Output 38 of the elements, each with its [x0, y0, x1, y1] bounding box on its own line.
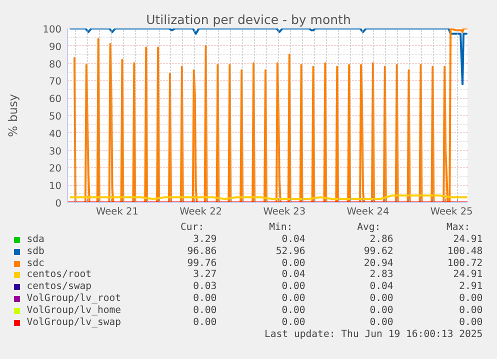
legend-label: VolGroup/lv_root — [26, 293, 122, 306]
x-tick-label: Week 25 — [430, 206, 473, 218]
legend-label: centos/swap — [26, 281, 92, 294]
text: Cur: Min: Avg: Max: — [180, 222, 470, 233]
x-tick-label: Week 22 — [180, 206, 222, 218]
chart-title: Utilization per device - by month — [146, 12, 351, 26]
y-tick-label: 90 — [49, 42, 62, 53]
y-axis-title: % busy — [6, 94, 20, 138]
legend-label: sdc — [26, 258, 44, 270]
legend-label: VolGroup/lv_home — [26, 305, 122, 317]
legend-label: centos/root — [26, 269, 92, 282]
y-tick-label: 0 — [55, 198, 62, 210]
y-tick-label: 60 — [49, 94, 62, 106]
text: Last update: Thu Jun 19 16:00:13 2025 — [264, 328, 483, 341]
y-tick-label: 80 — [49, 59, 62, 70]
line-series — [69, 28, 468, 86]
x-tick-label: Week 24 — [346, 206, 390, 218]
text: 0.00 0.00 0.00 0.00 — [193, 305, 483, 316]
text: 0.00 0.00 0.00 0.00 — [193, 293, 483, 304]
x-tick-label: Week 21 — [96, 206, 138, 218]
y-tick-label: 20 — [49, 164, 62, 175]
legend-label: sda — [26, 234, 44, 246]
x-tick-label: Week 23 — [263, 206, 306, 218]
line-series — [73, 28, 468, 202]
y-tick-label: 10 — [49, 181, 62, 192]
y-tick-label: 30 — [49, 146, 62, 158]
y-tick-label: 50 — [49, 112, 62, 122]
y-tick-label: 100 — [42, 24, 62, 36]
text: 0.03 0.00 0.04 2.91 — [193, 281, 483, 292]
legend-label: sdb — [26, 246, 44, 258]
text: 0.00 0.00 0.00 0.00 — [193, 316, 483, 328]
text: 99.76 0.00 20.94 100.72 — [187, 258, 483, 268]
text: 96.86 52.96 99.62 100.48 — [187, 246, 483, 257]
text: 3.29 0.04 2.86 24.91 — [193, 234, 483, 245]
legend-label: VolGroup/lv_swap — [26, 316, 122, 329]
text: 3.27 0.04 2.83 24.91 — [193, 269, 483, 280]
y-tick-label: 70 — [49, 76, 62, 88]
y-tick-label: 40 — [49, 128, 62, 140]
